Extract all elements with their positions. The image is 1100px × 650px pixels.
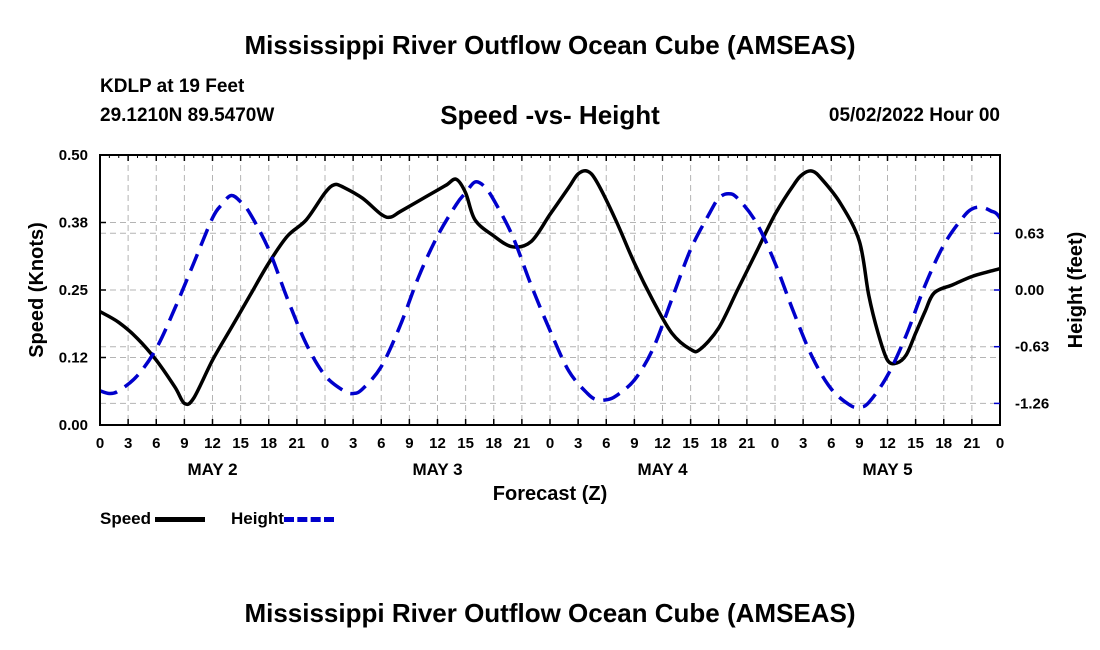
x-tick-label: 0 bbox=[546, 435, 554, 452]
x-day-label: MAY 4 bbox=[637, 460, 688, 479]
legend-height-label: Height bbox=[231, 509, 284, 528]
y-right-tick-label: -1.26 bbox=[1015, 395, 1049, 412]
x-tick-label: 6 bbox=[152, 435, 160, 452]
x-tick-label: 9 bbox=[405, 435, 413, 452]
y-axis-right-title: Height (feet) bbox=[1065, 232, 1087, 349]
y-left-tick-label: 0.25 bbox=[59, 282, 88, 299]
x-day-label: MAY 5 bbox=[862, 460, 912, 479]
x-tick-label: 6 bbox=[827, 435, 835, 452]
x-day-label: MAY 3 bbox=[412, 460, 462, 479]
y-left-tick-label: 0.12 bbox=[59, 350, 88, 367]
x-tick-label: 15 bbox=[682, 435, 699, 452]
x-tick-label: 0 bbox=[96, 435, 104, 452]
forecast-datestamp: 05/02/2022 Hour 00 bbox=[828, 105, 1000, 126]
x-tick-label: 9 bbox=[630, 435, 638, 452]
y-right-tick-label: -0.63 bbox=[1015, 339, 1049, 356]
chart-ticks: 0 3 6 9 12 15 18 21 0 3 6 9 12 15 18 21 0 3 6 9 12 15 18 21 0 3 6 9… bbox=[59, 147, 1049, 479]
chart-main-title: Mississippi River Outflow Ocean Cube (AM… bbox=[244, 30, 856, 60]
x-tick-label: 21 bbox=[514, 435, 531, 452]
station-coordinates: 29.1210N 89.5470W bbox=[100, 105, 275, 126]
footer-title: Mississippi River Outflow Ocean Cube (AM… bbox=[244, 598, 856, 628]
station-label: KDLP at 19 Feet bbox=[100, 76, 245, 97]
y-left-tick-label: 0.50 bbox=[59, 147, 88, 164]
x-tick-label: 21 bbox=[964, 435, 981, 452]
x-tick-label: 6 bbox=[602, 435, 610, 452]
speed-series-line bbox=[100, 168, 1000, 407]
x-tick-label: 3 bbox=[349, 435, 357, 452]
legend-height-swatch bbox=[283, 516, 334, 522]
legend-height: Height bbox=[231, 509, 334, 529]
y-axis-left-title: Speed (Knots) bbox=[26, 222, 48, 358]
x-tick-label: 12 bbox=[429, 435, 446, 452]
x-tick-label: 3 bbox=[799, 435, 807, 452]
y-right-tick-label: 0.00 bbox=[1015, 282, 1044, 299]
x-tick-label: 18 bbox=[485, 435, 502, 452]
x-tick-label: 15 bbox=[907, 435, 924, 452]
x-tick-label: 0 bbox=[996, 435, 1004, 452]
x-tick-label: 12 bbox=[654, 435, 671, 452]
y-right-tick-label: 0.63 bbox=[1015, 225, 1044, 242]
x-tick-label: 15 bbox=[232, 435, 249, 452]
x-tick-label: 18 bbox=[260, 435, 277, 452]
chart-subtitle: Speed -vs- Height bbox=[440, 100, 660, 130]
x-tick-label: 6 bbox=[377, 435, 385, 452]
x-tick-label: 21 bbox=[289, 435, 306, 452]
height-series-line bbox=[100, 180, 1000, 410]
x-day-label: MAY 2 bbox=[187, 460, 237, 479]
x-tick-label: 15 bbox=[457, 435, 474, 452]
x-tick-label: 9 bbox=[855, 435, 863, 452]
legend-speed: Speed bbox=[100, 509, 206, 529]
x-axis-title: Forecast (Z) bbox=[493, 483, 607, 505]
x-tick-label: 0 bbox=[771, 435, 779, 452]
x-tick-label: 3 bbox=[124, 435, 132, 452]
x-tick-label: 18 bbox=[935, 435, 952, 452]
x-tick-label: 9 bbox=[180, 435, 188, 452]
x-tick-label: 12 bbox=[879, 435, 896, 452]
chart-series bbox=[100, 168, 1000, 410]
legend-speed-swatch bbox=[155, 516, 206, 522]
x-tick-label: 3 bbox=[574, 435, 582, 452]
x-tick-label: 12 bbox=[204, 435, 221, 452]
legend-speed-label: Speed bbox=[100, 509, 152, 528]
y-left-tick-label: 0.38 bbox=[59, 215, 88, 232]
y-left-tick-label: 0.00 bbox=[59, 417, 88, 434]
x-tick-label: 0 bbox=[321, 435, 329, 452]
x-tick-label: 18 bbox=[710, 435, 727, 452]
x-tick-label: 21 bbox=[739, 435, 756, 452]
